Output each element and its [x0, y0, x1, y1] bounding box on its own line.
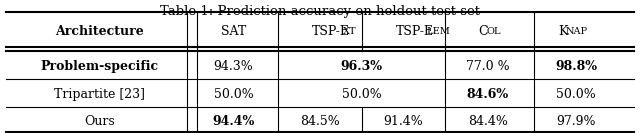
- Text: 97.9%: 97.9%: [556, 115, 596, 128]
- Text: NAP: NAP: [566, 27, 588, 36]
- Text: 84.5%: 84.5%: [300, 115, 340, 128]
- Text: 77.0 %: 77.0 %: [466, 60, 509, 73]
- Text: 50.0%: 50.0%: [556, 88, 596, 101]
- Text: Tripartite [23]: Tripartite [23]: [54, 88, 145, 101]
- Text: 96.3%: 96.3%: [340, 60, 383, 73]
- Text: 84.6%: 84.6%: [467, 88, 509, 101]
- Text: TSP-E: TSP-E: [312, 25, 349, 38]
- Text: 98.8%: 98.8%: [555, 60, 597, 73]
- Text: 50.0%: 50.0%: [214, 88, 253, 101]
- Text: XT: XT: [343, 27, 356, 36]
- Text: OL: OL: [486, 27, 501, 36]
- Text: TSP-E: TSP-E: [396, 25, 433, 38]
- Text: SAT: SAT: [221, 25, 246, 38]
- Text: 94.4%: 94.4%: [212, 115, 255, 128]
- Text: LEM: LEM: [427, 27, 451, 36]
- Text: Problem-specific: Problem-specific: [40, 60, 158, 73]
- Text: K: K: [559, 25, 568, 38]
- Text: 84.4%: 84.4%: [468, 115, 508, 128]
- Text: Ours: Ours: [84, 115, 115, 128]
- Text: Architecture: Architecture: [55, 25, 143, 38]
- Text: 94.3%: 94.3%: [214, 60, 253, 73]
- Text: 91.4%: 91.4%: [383, 115, 423, 128]
- Text: Table 1: Prediction accuracy on holdout test set: Table 1: Prediction accuracy on holdout …: [160, 5, 480, 18]
- Text: 50.0%: 50.0%: [342, 88, 381, 101]
- Text: C: C: [479, 25, 488, 38]
